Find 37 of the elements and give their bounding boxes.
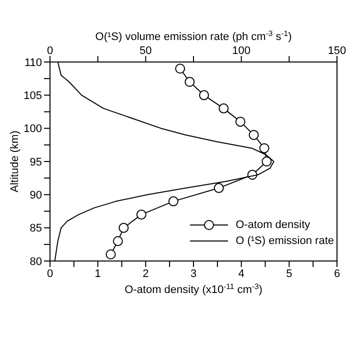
x-tick-label: 2 xyxy=(142,268,149,280)
point xyxy=(118,222,129,233)
legend-label: O (¹S) emission rate xyxy=(236,235,334,247)
point xyxy=(259,143,270,154)
x-tick-label: 0 xyxy=(46,268,54,280)
point xyxy=(112,236,123,246)
point xyxy=(262,156,272,166)
point xyxy=(175,64,186,74)
x2-tick-label: 0 xyxy=(46,45,54,57)
point xyxy=(106,249,116,260)
x-tick-label: 3 xyxy=(190,268,197,280)
y-tick-label: 100 xyxy=(24,123,42,136)
x-tick-label: 5 xyxy=(286,268,292,280)
x2-tick-label: 100 xyxy=(232,45,251,57)
y-tick-label: 90 xyxy=(30,190,42,202)
point xyxy=(214,183,224,194)
point xyxy=(136,210,146,220)
x-tick-label: 1 xyxy=(94,268,101,280)
x-tick-label: 6 xyxy=(334,268,340,280)
point xyxy=(235,116,246,127)
y-axis-title: Altitude (km) xyxy=(9,130,21,192)
point xyxy=(248,130,259,140)
x-tick-label: 4 xyxy=(238,268,244,280)
point xyxy=(168,196,178,206)
y-tick-label: 80 xyxy=(30,256,42,268)
point xyxy=(184,76,195,87)
y-tick-label: 85 xyxy=(30,222,42,235)
x-axis-title: O-atom density (x10$^{-11}$ cm$^{-3}$) xyxy=(124,282,262,296)
y-tick-label: 110 xyxy=(24,56,42,69)
x2-axis-title: O(¹S) volume emission rate (ph cm$^{-3}$ s$^{-1}$) xyxy=(95,28,292,43)
x2-tick-label: 150 xyxy=(328,45,346,57)
legend-label: O-atom density xyxy=(236,219,310,231)
x2-tick-label: 50 xyxy=(140,45,152,57)
y-tick-label: 105 xyxy=(24,90,42,102)
point xyxy=(218,103,229,114)
y-tick-label: 95 xyxy=(30,156,42,168)
point xyxy=(199,90,210,100)
